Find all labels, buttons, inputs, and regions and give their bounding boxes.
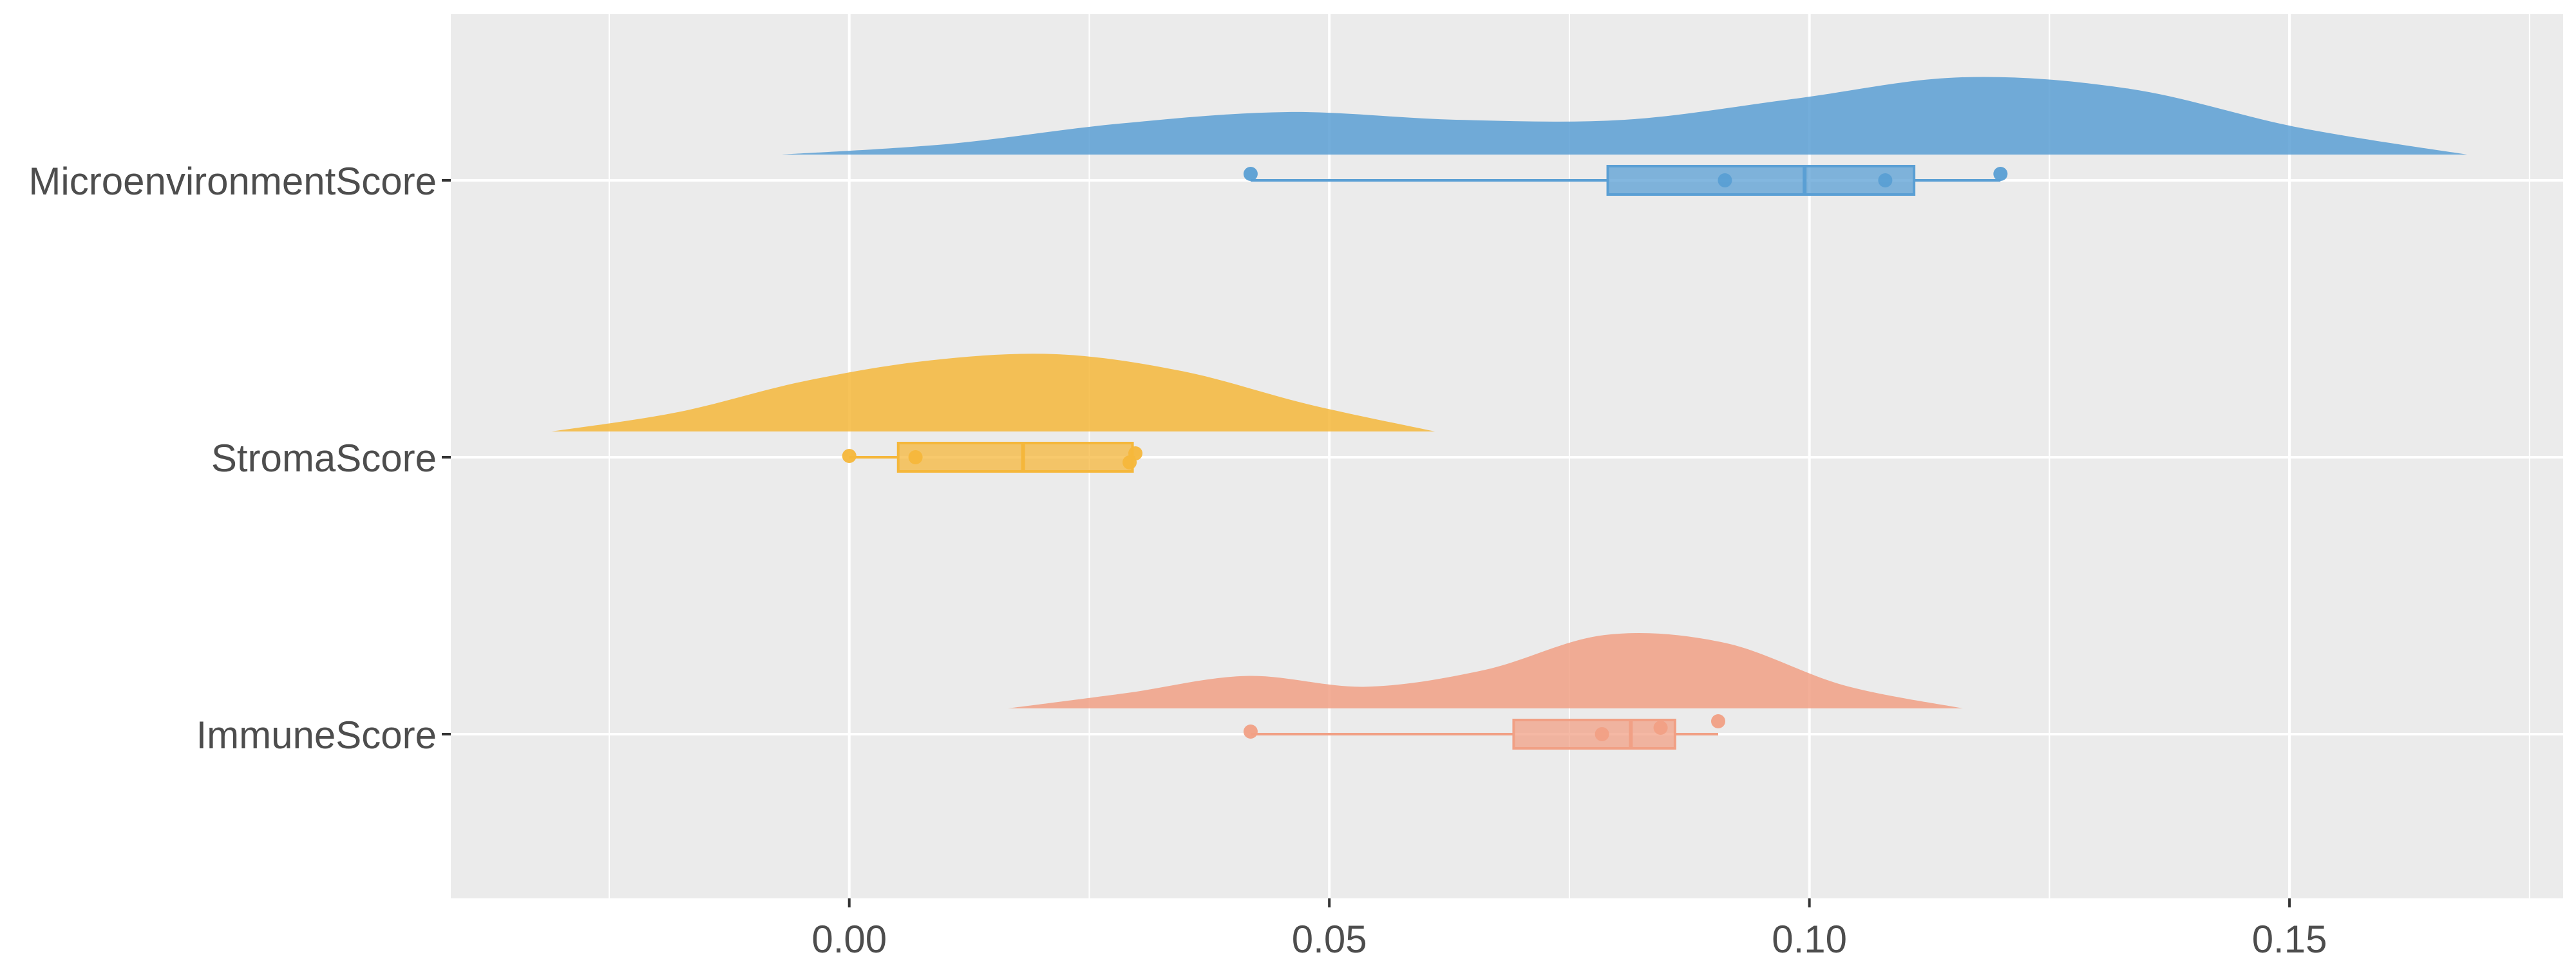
x-tick-label: 0.10 xyxy=(1772,918,1847,961)
x-tick-label: 0.00 xyxy=(811,918,887,961)
box-iqr xyxy=(1512,719,1676,750)
data-point xyxy=(908,450,923,464)
x-tick-label: 0.15 xyxy=(2252,918,2327,961)
density-cloud xyxy=(782,77,2467,155)
density-cloud xyxy=(551,354,1435,431)
data-point xyxy=(1128,446,1143,460)
box-iqr xyxy=(1606,165,1916,196)
data-point xyxy=(1878,173,1893,187)
data-point xyxy=(1653,721,1668,735)
y-tick-label: MicroenvironmentScore xyxy=(28,160,437,203)
y-tick-label: ImmuneScore xyxy=(196,714,437,757)
box-plots xyxy=(849,165,2001,750)
density-cloud xyxy=(1007,633,1964,708)
data-point xyxy=(842,449,857,463)
data-points xyxy=(842,167,2008,741)
data-point xyxy=(1718,173,1732,187)
y-tick-label: StromaScore xyxy=(211,437,437,480)
density-clouds xyxy=(551,77,2467,708)
data-point xyxy=(1595,727,1609,741)
x-axis: 0.00 0.05 0.10 0.15 xyxy=(811,898,2327,961)
box-iqr xyxy=(896,442,1134,473)
data-point xyxy=(1711,714,1725,728)
data-point xyxy=(1243,167,1258,181)
x-tick-label: 0.05 xyxy=(1292,918,1367,961)
data-point xyxy=(1993,167,2008,181)
data-point xyxy=(1243,724,1258,739)
y-axis: MicroenvironmentScore StromaScore ImmuneSc… xyxy=(28,160,451,757)
